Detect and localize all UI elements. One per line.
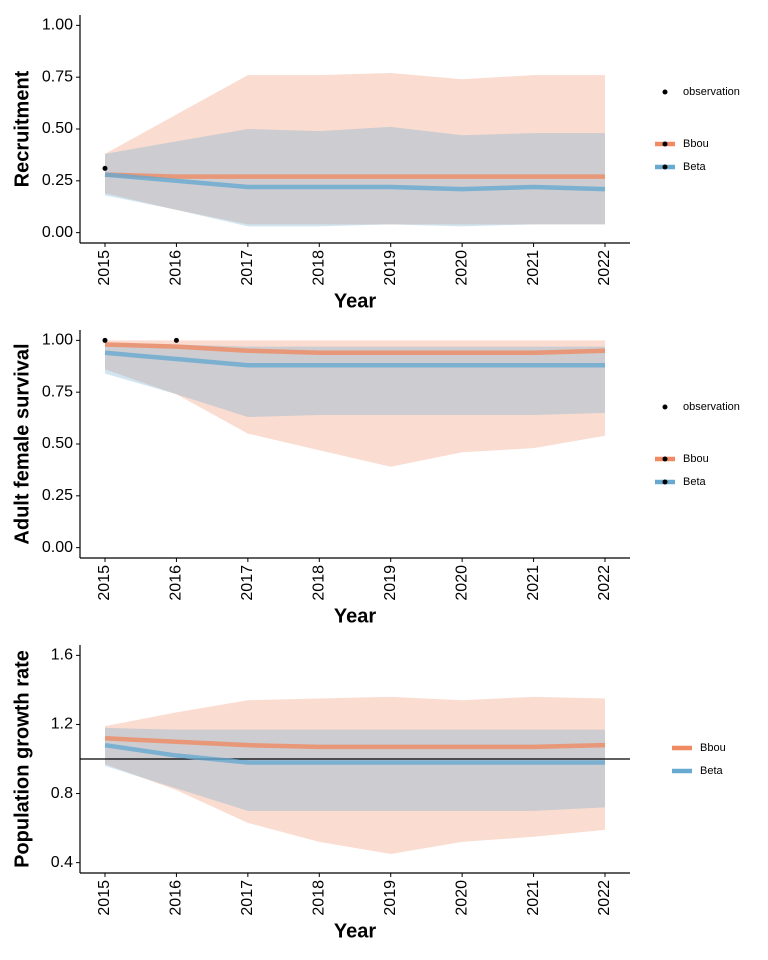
y-tick-label: 0.4 bbox=[51, 854, 73, 871]
x-axis-title: Year bbox=[334, 290, 376, 312]
observation-point bbox=[102, 165, 108, 171]
y-tick-label: 0.25 bbox=[42, 487, 73, 504]
y-axis-title: Recruitment bbox=[11, 70, 33, 187]
x-tick-label: 2018 bbox=[311, 880, 328, 916]
legend-label: Bbou bbox=[683, 138, 709, 150]
x-tick-label: 2021 bbox=[525, 565, 542, 601]
x-tick-label: 2015 bbox=[96, 250, 113, 286]
y-tick-label: 0.25 bbox=[42, 172, 73, 189]
y-tick-label: 0.50 bbox=[42, 120, 73, 137]
x-tick-label: 2020 bbox=[453, 880, 470, 916]
legend-observation-key bbox=[662, 89, 668, 95]
legend-label: observation bbox=[683, 86, 740, 98]
series-line bbox=[104, 742, 605, 765]
legend-key-point bbox=[662, 164, 668, 170]
ci-band bbox=[105, 340, 605, 467]
legend-label: Bbou bbox=[683, 453, 709, 465]
x-tick-label: 2020 bbox=[453, 250, 470, 286]
legend-observation-key bbox=[662, 404, 668, 410]
x-tick-label: 2017 bbox=[239, 565, 256, 601]
x-tick-label: 2021 bbox=[525, 250, 542, 286]
y-axis-title: Population growth rate bbox=[11, 650, 33, 868]
y-tick-label: 1.00 bbox=[42, 17, 73, 34]
x-tick-label: 2022 bbox=[596, 565, 613, 601]
legend-key-point bbox=[662, 479, 668, 485]
observation-point bbox=[102, 337, 108, 343]
ci-band bbox=[105, 696, 605, 854]
y-tick-label: 0.8 bbox=[51, 785, 73, 802]
ci-band bbox=[105, 342, 605, 418]
y-tick-label: 1.2 bbox=[51, 716, 73, 733]
x-tick-label: 2017 bbox=[239, 250, 256, 286]
legend-label: Bbou bbox=[700, 742, 726, 754]
x-tick-label: 2019 bbox=[382, 880, 399, 916]
x-axis-title: Year bbox=[334, 605, 376, 627]
x-tick-label: 2022 bbox=[596, 250, 613, 286]
y-tick-label: 0.75 bbox=[42, 383, 73, 400]
x-tick-label: 2019 bbox=[382, 250, 399, 286]
legend-key-point bbox=[662, 456, 668, 462]
x-tick-label: 2021 bbox=[525, 880, 542, 916]
x-tick-label: 2017 bbox=[239, 880, 256, 916]
y-tick-label: 0.75 bbox=[42, 68, 73, 85]
x-tick-label: 2015 bbox=[96, 880, 113, 916]
legend-label: Beta bbox=[683, 161, 707, 173]
series-line bbox=[104, 172, 606, 192]
x-tick-label: 2015 bbox=[96, 565, 113, 601]
x-tick-label: 2016 bbox=[168, 565, 185, 601]
series-line bbox=[104, 172, 605, 179]
legend-label: observation bbox=[683, 401, 740, 413]
series-line bbox=[104, 736, 606, 750]
y-tick-label: 1.00 bbox=[42, 332, 73, 349]
x-tick-label: 2022 bbox=[596, 880, 613, 916]
series-line bbox=[104, 342, 606, 356]
observation-point bbox=[173, 337, 179, 343]
x-tick-label: 2016 bbox=[168, 250, 185, 286]
series-line bbox=[104, 350, 605, 368]
x-tick-label: 2018 bbox=[311, 565, 328, 601]
x-tick-label: 2018 bbox=[311, 250, 328, 286]
y-axis-title: Adult female survival bbox=[11, 343, 33, 544]
legend-label: Beta bbox=[700, 765, 724, 777]
y-tick-label: 0.00 bbox=[42, 224, 73, 241]
x-tick-label: 2020 bbox=[453, 565, 470, 601]
legend-label: Beta bbox=[683, 476, 707, 488]
y-tick-label: 0.50 bbox=[42, 435, 73, 452]
x-axis-title: Year bbox=[334, 920, 376, 942]
x-tick-label: 2016 bbox=[168, 880, 185, 916]
y-tick-label: 0.00 bbox=[42, 539, 73, 556]
y-tick-label: 1.6 bbox=[51, 647, 73, 664]
legend-key-point bbox=[662, 141, 668, 147]
x-tick-label: 2019 bbox=[382, 565, 399, 601]
